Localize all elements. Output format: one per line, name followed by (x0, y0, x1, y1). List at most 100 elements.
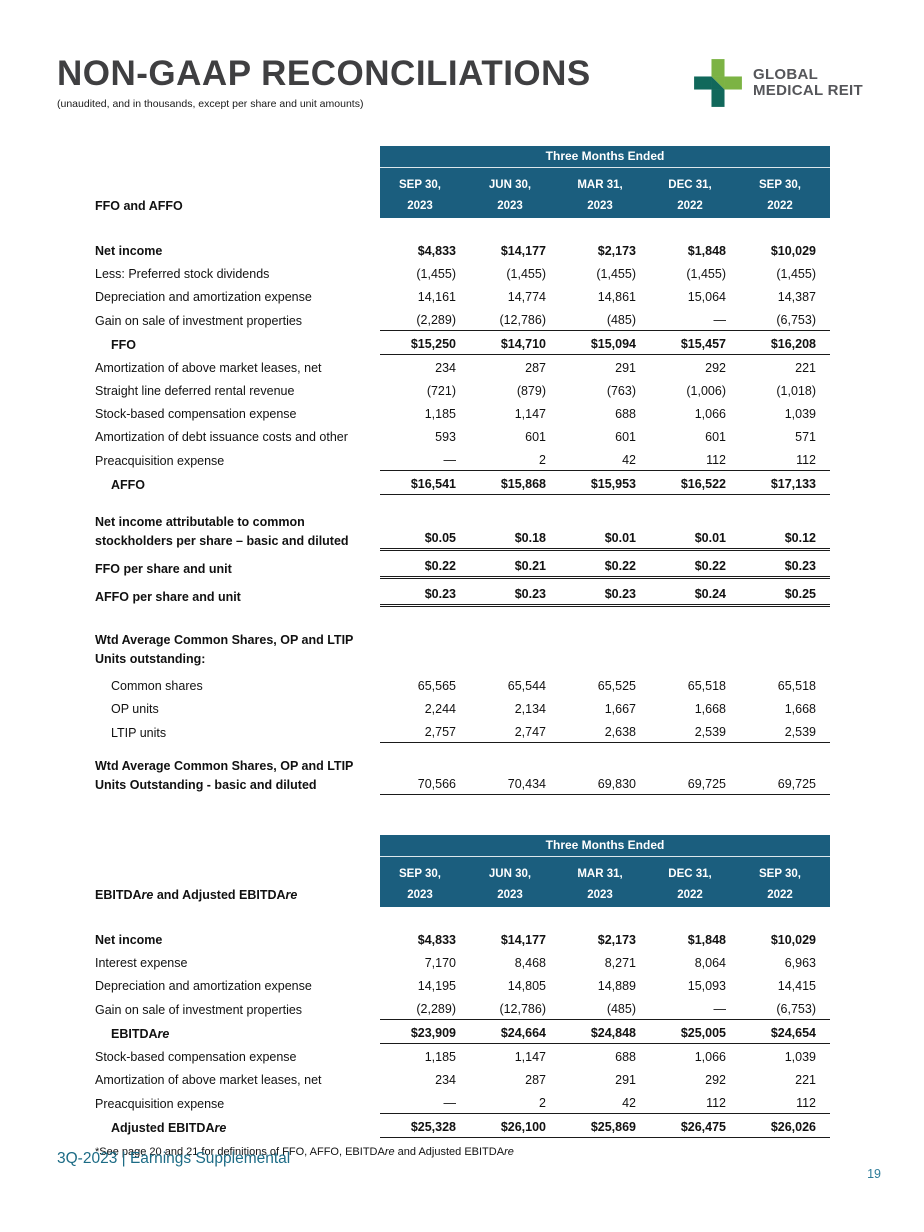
value-cell: $0.23 (740, 557, 830, 579)
row-label: FFO (111, 338, 136, 352)
row-label: Gain on sale of investment properties (95, 314, 303, 328)
table-header-band: Three Months Ended SEP 30, 2023 JUN 30, 2023… (380, 146, 830, 218)
row-label: Depreciation and amortization expense (95, 979, 312, 993)
table-row: Net income $4,833 $14,177 $2,173 $1,848 $10,0… (95, 927, 830, 950)
column-header: JUN 30, 2023 (488, 868, 532, 901)
column-header: MAR 31, 2023 (577, 179, 623, 212)
table-row: Interest expense 7,170 8,468 8,271 8,064 6,96… (95, 950, 830, 973)
value-cell: 1,039 (784, 1050, 816, 1064)
value-cell: $0.22 (560, 557, 650, 579)
value-cell: 14,805 (507, 979, 546, 993)
value-cell: 65,525 (597, 679, 636, 693)
footer-label: 3Q-2023 | Earnings Supplemental (57, 1150, 291, 1167)
value-cell: 69,725 (650, 775, 740, 795)
row-label: Interest expense (95, 956, 188, 970)
column-header: SEP 30, 2022 (759, 868, 801, 901)
row-label: Less: Preferred stock dividends (95, 267, 270, 281)
value-cell: 1,066 (694, 407, 726, 421)
row-label: Gain on sale of investment properties (95, 1003, 303, 1017)
value-cell: $14,177 (500, 244, 546, 258)
value-cell: 601 (525, 430, 546, 444)
row-label: Depreciation and amortization expense (95, 290, 312, 304)
value-cell: $0.12 (740, 529, 830, 551)
row-label: Wtd Average Common Shares, OP and LTIP Un… (95, 759, 354, 792)
value-cell: $14,710 (470, 335, 560, 355)
value-cell: 15,093 (687, 979, 726, 993)
value-cell: $26,100 (470, 1118, 560, 1138)
value-cell: 2,539 (650, 723, 740, 743)
column-header: JUN 30, 2023 (488, 179, 532, 212)
value-cell: 14,195 (417, 979, 456, 993)
row-label: Preacquisition expense (95, 1097, 225, 1111)
value-cell: 1,668 (694, 702, 726, 716)
table-row: FFO per share and unit $0.22 $0.21 $0.22 $0.… (95, 553, 830, 579)
value-cell: $23,909 (380, 1024, 470, 1044)
table-row: Less: Preferred stock dividends (1,455) (1… (95, 261, 830, 284)
value-cell: 601 (615, 430, 636, 444)
value-cell: 7,170 (424, 956, 456, 970)
table-row: Preacquisition expense —2 42 112 112 (95, 447, 830, 471)
value-cell: 291 (615, 361, 636, 375)
table-row: AFFO $16,541 $15,868 $15,953 $16,522 $17,133 (95, 471, 830, 495)
table-row: Wtd Average Common Shares, OP and LTIP Un… (95, 627, 830, 669)
value-cell: $0.01 (560, 529, 650, 551)
row-label: Amortization of debt issuance costs and … (95, 430, 348, 444)
value-cell: $0.01 (650, 529, 740, 551)
value-cell: 2 (470, 451, 560, 471)
value-cell: $15,457 (650, 335, 740, 355)
value-cell: 571 (795, 430, 816, 444)
value-cell: 69,725 (740, 775, 830, 795)
value-cell: $0.05 (380, 529, 470, 551)
value-cell: 1,668 (784, 702, 816, 716)
value-cell: 221 (795, 361, 816, 375)
value-cell: 1,066 (694, 1050, 726, 1064)
value-cell: $0.18 (470, 529, 560, 551)
row-label: Preacquisition expense (95, 454, 225, 468)
value-cell: — (380, 451, 470, 471)
value-cell: — (650, 311, 740, 331)
value-cell: $17,133 (740, 475, 830, 495)
value-cell: $24,848 (560, 1024, 650, 1044)
table-section-label: EBITDAre and Adjusted EBITDAre (95, 888, 298, 902)
value-cell: $26,475 (650, 1118, 740, 1138)
financial-table: EBITDAre and Adjusted EBITDAre Three Mont… (95, 835, 830, 1138)
table-row: Amortization of above market leases, net… (95, 1067, 830, 1090)
value-cell: 112 (740, 1094, 830, 1114)
value-cell: $14,177 (500, 933, 546, 947)
value-cell: $2,173 (597, 933, 636, 947)
value-cell: 8,064 (694, 956, 726, 970)
column-header: SEP 30, 2022 (759, 179, 801, 212)
value-cell: 292 (705, 361, 726, 375)
value-cell: 1,185 (424, 1050, 456, 1064)
value-cell: $0.22 (650, 557, 740, 579)
table-row: FFO $15,250 $14,710 $15,094 $15,457 $16,208 (95, 331, 830, 355)
gmr-cross-icon (694, 59, 742, 107)
value-cell: 2,134 (514, 702, 546, 716)
value-cell: $0.23 (560, 585, 650, 607)
value-cell: 42 (560, 451, 650, 471)
row-label: LTIP units (111, 726, 167, 740)
footnote: *See page 20 and 21 for definitions of F… (95, 1146, 514, 1158)
value-cell: (1,455) (416, 267, 456, 281)
row-label: Net income attributable to common stockho… (95, 515, 349, 548)
value-cell: 14,387 (777, 290, 816, 304)
column-header: DEC 31, 2022 (668, 179, 712, 212)
value-cell: 8,468 (514, 956, 546, 970)
table-section-label: FFO and AFFO (95, 199, 183, 213)
document-footer: 3Q-2023 | Earnings Supplemental 19 (57, 1150, 881, 1181)
value-cell: (1,455) (506, 267, 546, 281)
row-label: Net income (95, 244, 163, 258)
value-cell: (763) (606, 384, 636, 398)
value-cell: (6,753) (740, 311, 830, 331)
page-title: NON-GAAP RECONCILIATIONS (57, 54, 591, 93)
value-cell: $10,029 (770, 933, 816, 947)
row-label: Stock-based compensation expense (95, 1050, 297, 1064)
value-cell: 1,185 (424, 407, 456, 421)
logo-text: GLOBAL MEDICAL REIT (753, 67, 863, 99)
value-cell: 292 (705, 1073, 726, 1087)
column-header: MAR 31, 2023 (577, 868, 623, 901)
table-row: EBITDAre $23,909 $24,664 $24,848 $25,005 $24,… (95, 1020, 830, 1044)
column-header: SEP 30, 2023 (399, 179, 441, 212)
value-cell: $0.21 (470, 557, 560, 579)
table-row: Straight line deferred rental revenue (72… (95, 378, 830, 401)
